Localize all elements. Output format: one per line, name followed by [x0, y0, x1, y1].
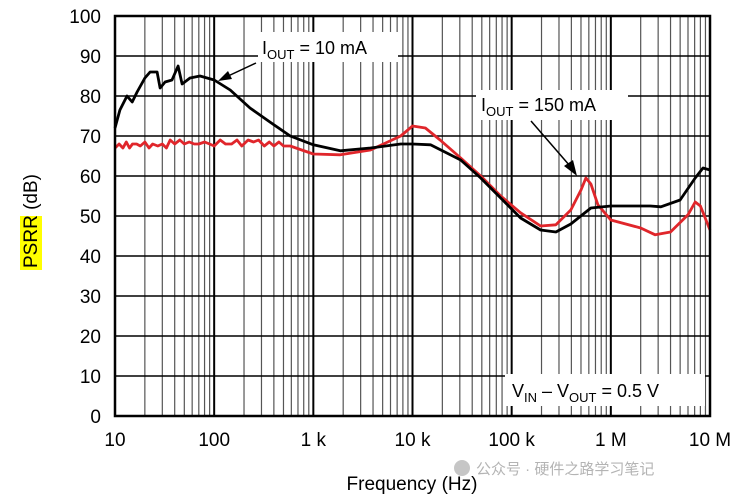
watermark-text: 公众号 · 硬件之路学习笔记	[476, 461, 654, 478]
watermark: 公众号 · 硬件之路学习笔记	[454, 460, 654, 478]
x-tick-label: 1 M	[595, 430, 627, 451]
x-tick-label: 10 k	[395, 430, 431, 451]
annotation-bg	[258, 32, 398, 62]
grid	[114, 15, 710, 417]
label-highlight	[20, 216, 42, 270]
annotation-bg	[505, 374, 705, 406]
annotation-bg	[476, 90, 628, 120]
x-tick-label: 100	[198, 430, 230, 451]
y-tick-label: 0	[90, 407, 101, 428]
annotation-10ma: IOUT = 10 mA	[262, 38, 367, 62]
annotation-condition: VIN – VOUT = 0.5 V	[512, 381, 659, 405]
y-tick-label: 80	[80, 87, 101, 108]
y-tick-label: 30	[80, 287, 101, 308]
y-axis-label: PSRR (dB)	[20, 174, 42, 270]
y-axis-label-psrr: PSRR (dB)	[21, 174, 42, 268]
y-tick-label: 50	[80, 207, 101, 228]
y-tick-label: 90	[80, 47, 101, 68]
arrowhead-icon	[564, 160, 577, 176]
y-tick-label: 20	[80, 327, 101, 348]
x-tick-label: 100 k	[488, 430, 535, 451]
y-tick-label: 70	[80, 127, 101, 148]
y-tick-label: 10	[80, 367, 101, 388]
series-line-iout-150ma	[114, 124, 712, 237]
x-tick-label: 1 k	[301, 430, 327, 451]
annotation-150ma: IOUT = 150 mA	[481, 95, 596, 119]
x-tick-label: 10	[104, 430, 125, 451]
plot-frame	[113, 14, 712, 418]
series-line-iout-10ma	[113, 64, 711, 234]
y-tick-label: 60	[80, 167, 101, 188]
y-tick-label: 40	[80, 247, 101, 268]
wechat-icon	[454, 460, 470, 476]
series-group	[113, 64, 712, 237]
x-axis-label: Frequency (Hz)	[347, 474, 478, 495]
y-tick-label: 100	[69, 7, 101, 28]
annotation-arrow	[225, 62, 257, 78]
arrowhead-icon	[218, 71, 232, 81]
x-tick-label: 10 M	[689, 430, 731, 451]
annotation-arrow	[530, 120, 571, 167]
